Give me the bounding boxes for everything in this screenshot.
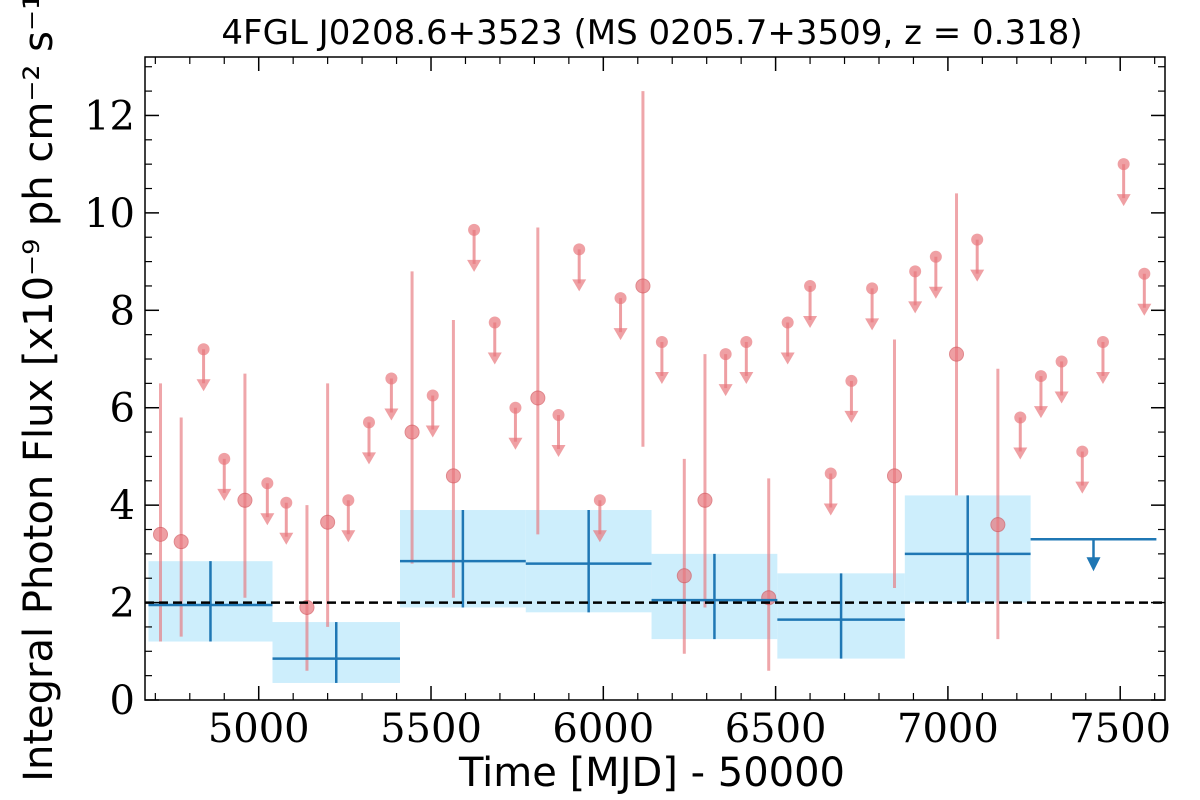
plot-frame <box>144 56 1166 701</box>
short-bin-point <box>635 278 651 294</box>
short-bin-upper-limit-arrow <box>718 384 733 397</box>
short-bin-point <box>173 534 189 550</box>
y-tick-label: 4 <box>110 483 135 529</box>
short-bin-upper-limit-arrow <box>260 513 275 526</box>
short-bin-upper-limit-arrow <box>928 286 943 299</box>
short-bin-point <box>990 517 1006 533</box>
plot-area: 5000 5500 6000 6500 7000 7500 0 2 4 6 8 10 12 <box>84 56 1171 752</box>
short-bin-point <box>404 424 420 440</box>
long-bin-upper-limit-arrow <box>1086 557 1101 572</box>
y-tick-label: 8 <box>110 288 135 334</box>
short-bin-point <box>445 468 461 484</box>
y-tick-label: 0 <box>110 678 135 724</box>
y-tick-label: 10 <box>84 191 135 237</box>
short-bin-upper-limit-arrow <box>1054 391 1069 404</box>
short-bin-point <box>299 599 315 615</box>
short-bin-point <box>320 514 336 530</box>
y-axis-label: Integral Photon Flux [x10⁻⁹ ph cm⁻² s⁻¹] <box>16 0 62 782</box>
short-bin-upper-limit-arrow <box>803 315 818 328</box>
short-bin-upper-limit-arrow <box>1137 303 1152 316</box>
short-bin-upper-limit-arrow <box>487 352 502 365</box>
short-bin-upper-limit-arrow <box>908 301 923 314</box>
short-bin-upper-limit-arrow <box>361 452 376 465</box>
short-bin-upper-limit-arrow <box>1013 447 1028 460</box>
x-tick-label: 6000 <box>552 706 654 752</box>
short-bin-point <box>949 346 965 362</box>
short-bin-point <box>153 526 169 542</box>
x-tick-label: 6500 <box>725 706 827 752</box>
short-bin-upper-limit-arrow <box>425 425 440 438</box>
short-bin-upper-limit-arrow <box>1075 481 1090 494</box>
short-bin-upper-limit-arrow <box>970 269 985 282</box>
short-bin-upper-limit-arrow <box>217 488 232 501</box>
short-bin-upper-limit-arrow <box>823 503 838 516</box>
short-bin-upper-limit-arrow <box>196 379 211 392</box>
short-bin-point <box>530 390 546 406</box>
short-bin-upper-limit-arrow <box>551 445 566 458</box>
short-bin-upper-limit-arrow <box>865 318 880 331</box>
short-bin-upper-limit-arrow <box>508 437 523 450</box>
x-tick-label: 5000 <box>208 706 310 752</box>
short-bin-upper-limit-arrow <box>384 408 399 421</box>
short-bin-upper-limit-arrow <box>844 410 859 423</box>
short-bin-upper-limit-arrow <box>739 371 754 384</box>
short-bin-upper-limit-arrow <box>341 530 356 543</box>
short-bin-upper-limit-arrow <box>279 532 294 545</box>
short-bin-upper-limit-arrow <box>1095 371 1110 384</box>
short-bin-point <box>237 492 253 508</box>
chart-title: 4FGL J0208.6+3523 (MS 0205.7+3509, z = 0… <box>221 13 1082 53</box>
short-bin-upper-limit-arrow <box>592 530 607 543</box>
short-bin-upper-limit-arrow <box>467 259 482 272</box>
short-bin-point <box>676 568 692 584</box>
short-bin-upper-limit-arrow <box>1116 194 1131 207</box>
short-bin-upper-limit-arrow <box>654 371 669 384</box>
short-bin-upper-limit-arrow <box>780 352 795 365</box>
y-tick-label: 6 <box>110 386 135 432</box>
x-tick-label: 7000 <box>897 706 999 752</box>
short-bin-upper-limit-arrow <box>613 328 628 341</box>
short-bin-upper-limit-arrow <box>1033 406 1048 419</box>
x-tick-label: 5500 <box>380 706 482 752</box>
short-bin-point <box>886 468 902 484</box>
x-tick-label: 7500 <box>1069 706 1171 752</box>
short-bin-upper-limit-arrow <box>572 279 587 292</box>
y-tick-label: 12 <box>84 93 135 139</box>
y-tick-label: 2 <box>110 581 135 627</box>
x-axis-label: Time [MJD] - 50000 <box>458 750 845 796</box>
short-bin-point <box>697 492 713 508</box>
